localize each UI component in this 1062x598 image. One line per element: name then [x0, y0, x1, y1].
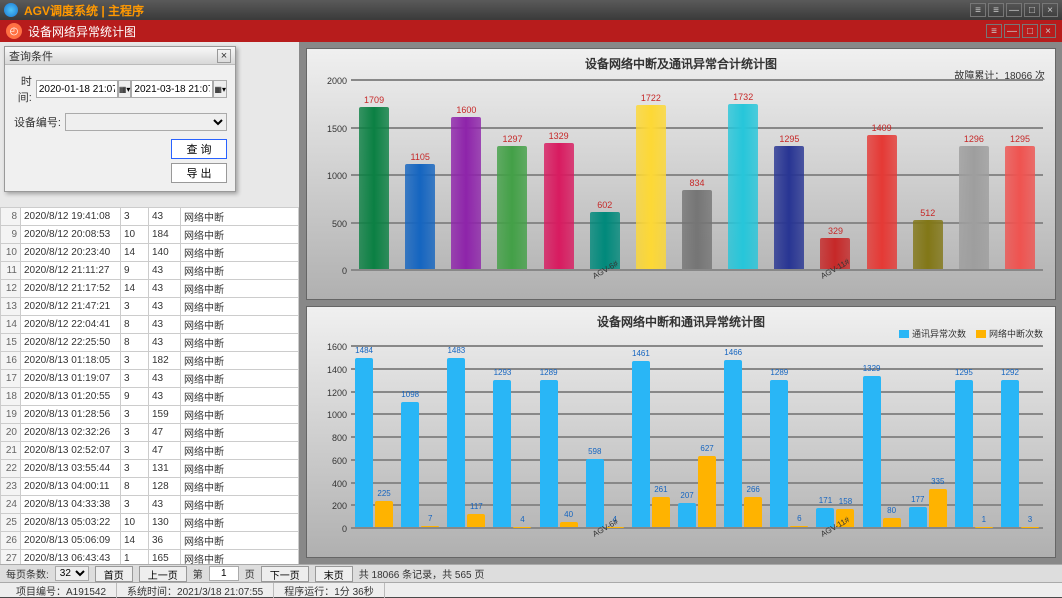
chart2-legend: 通讯异常次数网络中断次数 — [899, 327, 1043, 340]
last-page-button[interactable]: 末页 — [315, 566, 353, 582]
status-systime: 系统时间：2021/3/18 21:07:55 — [117, 583, 274, 598]
query-panel-close-icon[interactable]: × — [217, 49, 231, 63]
time-label: 时间: — [13, 73, 32, 105]
app-titlebar: AGV调度系统 | 主程序 ≡ ≡ — □ × — [0, 0, 1062, 20]
left-panel: 查询条件 × 时间: ▦▾ ▦▾ 设备编号: 查 询 导 出 — [0, 42, 300, 564]
panel-close-icon[interactable]: × — [1040, 24, 1056, 38]
table-row[interactable]: 202020/8/13 02:32:26347网络中断 — [1, 424, 299, 442]
panel-minimize-icon[interactable]: — — [1004, 24, 1020, 38]
status-bar: 项目编号：A191542 系统时间：2021/3/18 21:07:55 程序运… — [0, 582, 1062, 597]
status-runtime: 程序运行：1分 36秒 — [274, 583, 384, 598]
prev-page-button[interactable]: 上一页 — [139, 566, 187, 582]
page-title: 设备网络异常统计图 — [28, 23, 136, 40]
page-suffix: 页 — [245, 566, 255, 581]
table-row[interactable]: 102020/8/12 20:23:4014140网络中断 — [1, 244, 299, 262]
charts-panel: 设备网络中断及通讯异常合计统计图 故障累计：18066 次 0500100015… — [300, 42, 1062, 564]
query-button[interactable]: 查 询 — [171, 139, 227, 159]
page-total: 共 18066 条记录，共 565 页 — [359, 566, 485, 581]
time-to-picker-icon[interactable]: ▦▾ — [213, 80, 227, 98]
data-table[interactable]: 82020/8/12 19:41:08343网络中断92020/8/12 20:… — [0, 207, 299, 564]
page-input[interactable] — [209, 566, 239, 581]
panel-btn-1[interactable]: ≡ — [986, 24, 1002, 38]
table-row[interactable]: 142020/8/12 22:04:41843网络中断 — [1, 316, 299, 334]
table-row[interactable]: 132020/8/12 21:47:21343网络中断 — [1, 298, 299, 316]
table-row[interactable]: 172020/8/13 01:19:07343网络中断 — [1, 370, 299, 388]
page-prefix: 第 — [193, 566, 203, 581]
window-buttons: ≡ ≡ — □ × — [970, 3, 1058, 17]
chart-bottom: 设备网络中断和通讯异常统计图 通讯异常次数网络中断次数 020040060080… — [306, 306, 1056, 558]
maximize-icon[interactable]: □ — [1024, 3, 1040, 17]
app-title: AGV调度系统 | 主程序 — [24, 2, 144, 19]
status-project: 项目编号：A191542 — [6, 583, 117, 598]
device-select[interactable] — [65, 113, 227, 131]
time-to-input[interactable] — [131, 80, 213, 98]
table-row[interactable]: 222020/8/13 03:55:443131网络中断 — [1, 460, 299, 478]
table-row[interactable]: 242020/8/13 04:33:38343网络中断 — [1, 496, 299, 514]
per-page-label: 每页条数: — [6, 566, 49, 581]
table-row[interactable]: 212020/8/13 02:52:07347网络中断 — [1, 442, 299, 460]
next-page-button[interactable]: 下一页 — [261, 566, 309, 582]
minimize-icon[interactable]: — — [1006, 3, 1022, 17]
panel-maximize-icon[interactable]: □ — [1022, 24, 1038, 38]
panel-window-buttons: ≡ — □ × — [986, 24, 1056, 38]
time-from-input[interactable] — [36, 80, 118, 98]
table-row[interactable]: 152020/8/12 22:25:50843网络中断 — [1, 334, 299, 352]
chart-top: 设备网络中断及通讯异常合计统计图 故障累计：18066 次 0500100015… — [306, 48, 1056, 300]
export-button[interactable]: 导 出 — [171, 163, 227, 183]
time-from-picker-icon[interactable]: ▦▾ — [118, 80, 132, 98]
pagination-bar: 每页条数: 32 首页 上一页 第 页 下一页 末页 共 18066 条记录，共… — [0, 564, 1062, 582]
table-row[interactable]: 122020/8/12 21:17:521443网络中断 — [1, 280, 299, 298]
table-row[interactable]: 252020/8/13 05:03:2210130网络中断 — [1, 514, 299, 532]
query-panel-title: 查询条件 — [9, 48, 53, 64]
table-row[interactable]: 192020/8/13 01:28:563159网络中断 — [1, 406, 299, 424]
table-row[interactable]: 232020/8/13 04:00:118128网络中断 — [1, 478, 299, 496]
table-row[interactable]: 112020/8/12 21:11:27943网络中断 — [1, 262, 299, 280]
first-page-button[interactable]: 首页 — [95, 566, 133, 582]
table-row[interactable]: 92020/8/12 20:08:5310184网络中断 — [1, 226, 299, 244]
table-row[interactable]: 162020/8/13 01:18:053182网络中断 — [1, 352, 299, 370]
table-row[interactable]: 82020/8/12 19:41:08343网络中断 — [1, 208, 299, 226]
chart-icon: ◴ — [6, 23, 22, 39]
close-icon[interactable]: × — [1042, 3, 1058, 17]
app-logo-icon — [4, 3, 18, 17]
table-row[interactable]: 182020/8/13 01:20:55943网络中断 — [1, 388, 299, 406]
query-panel: 查询条件 × 时间: ▦▾ ▦▾ 设备编号: 查 询 导 出 — [4, 46, 236, 192]
table-row[interactable]: 262020/8/13 05:06:091436网络中断 — [1, 532, 299, 550]
device-label: 设备编号: — [13, 114, 61, 130]
table-row[interactable]: 272020/8/13 06:43:431165网络中断 — [1, 550, 299, 565]
win-btn-2[interactable]: ≡ — [988, 3, 1004, 17]
chart1-title: 设备网络中断及通讯异常合计统计图 — [315, 53, 1047, 74]
per-page-select[interactable]: 32 — [55, 566, 89, 581]
win-btn-1[interactable]: ≡ — [970, 3, 986, 17]
page-header: ◴ 设备网络异常统计图 ≡ — □ × — [0, 20, 1062, 42]
